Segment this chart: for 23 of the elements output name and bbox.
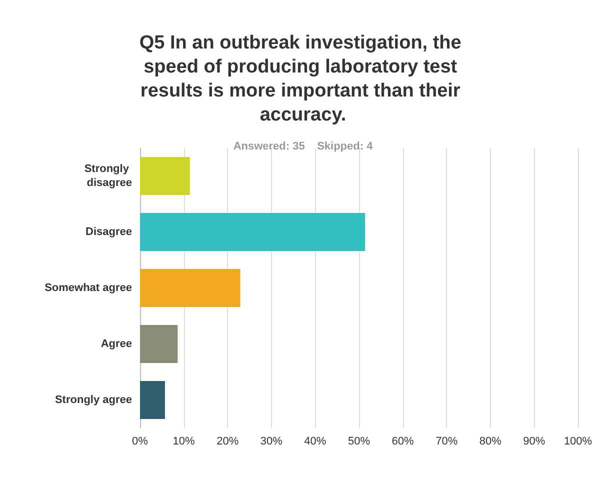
x-tick-label: 100% xyxy=(564,436,592,448)
y-tick-label: Somewhat agree xyxy=(44,282,132,294)
bar xyxy=(140,157,190,195)
x-tick-label: 30% xyxy=(260,436,283,448)
y-tick-label: Strongly agree xyxy=(54,394,132,406)
x-tick-label: 80% xyxy=(479,436,502,448)
x-tick-label: 50% xyxy=(348,436,370,448)
x-tick-label: 20% xyxy=(216,436,239,448)
x-tick-label: 0% xyxy=(132,436,148,448)
y-tick-label: Agree xyxy=(100,338,132,350)
bar xyxy=(140,325,178,363)
bar xyxy=(140,213,366,251)
chart-title: Q5 In an outbreak investigation, the speed of producing laboratory test results is more important than their accuracy. xyxy=(139,32,467,126)
y-tick-label: Disagree xyxy=(86,226,132,238)
x-tick-label: 90% xyxy=(523,436,546,448)
x-tick-label: 70% xyxy=(436,436,458,448)
x-tick-label: 60% xyxy=(392,436,414,448)
x-tick-label: 10% xyxy=(172,436,196,448)
chart-subtitle: Answered: 35 Skipped: 4 xyxy=(233,140,374,152)
x-tick-label: 40% xyxy=(304,436,326,448)
bar xyxy=(140,269,240,307)
y-tick-label: Strongly disagree xyxy=(84,163,132,189)
bar xyxy=(140,381,165,419)
